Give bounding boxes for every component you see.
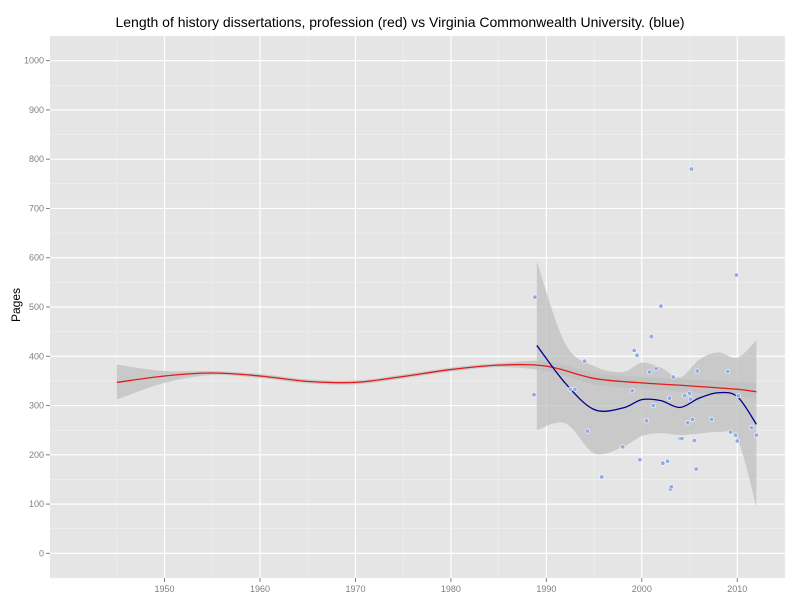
chart-title: Length of history dissertations, profess… bbox=[115, 14, 685, 30]
data-point bbox=[735, 393, 741, 399]
data-point bbox=[749, 425, 755, 431]
data-point bbox=[708, 416, 714, 422]
axis-ticks bbox=[46, 60, 738, 582]
data-point bbox=[732, 432, 738, 438]
x-tick-label: 1960 bbox=[250, 584, 270, 594]
data-point bbox=[660, 460, 666, 466]
data-point bbox=[646, 369, 652, 375]
data-point bbox=[668, 484, 674, 490]
data-point bbox=[658, 303, 664, 309]
x-tick-label: 2000 bbox=[632, 584, 652, 594]
data-point bbox=[631, 347, 637, 353]
smooth-line-1 bbox=[536, 345, 757, 425]
data-point bbox=[567, 386, 573, 392]
confidence-bands bbox=[116, 261, 757, 507]
data-point bbox=[599, 474, 605, 480]
x-tick-label: 1970 bbox=[345, 584, 365, 594]
y-tick-label: 700 bbox=[29, 203, 44, 213]
data-point bbox=[725, 369, 731, 375]
data-point bbox=[688, 166, 694, 172]
data-point bbox=[728, 429, 734, 435]
y-tick-label: 200 bbox=[29, 450, 44, 460]
data-point bbox=[733, 272, 739, 278]
y-tick-label: 900 bbox=[29, 105, 44, 115]
smooth-line-0 bbox=[116, 363, 757, 393]
data-point bbox=[694, 368, 700, 374]
x-tick-label: 1990 bbox=[536, 584, 556, 594]
data-point bbox=[665, 458, 671, 464]
data-point bbox=[582, 358, 588, 364]
data-point bbox=[629, 388, 635, 394]
y-tick-label: 500 bbox=[29, 302, 44, 312]
data-point bbox=[693, 466, 699, 472]
major-gridlines bbox=[50, 36, 785, 578]
data-point bbox=[682, 393, 688, 399]
y-tick-label: 400 bbox=[29, 351, 44, 361]
data-point bbox=[687, 390, 693, 396]
y-tick-label: 800 bbox=[29, 154, 44, 164]
x-tick-label: 1950 bbox=[155, 584, 175, 594]
y-tick-label: 300 bbox=[29, 401, 44, 411]
y-tick-label: 600 bbox=[29, 253, 44, 263]
data-point bbox=[753, 432, 759, 438]
data-point bbox=[670, 374, 676, 380]
data-point bbox=[637, 457, 643, 463]
data-points bbox=[531, 166, 759, 492]
data-point bbox=[584, 428, 590, 434]
y-tick-labels: 0 100 200 300 400 500 600 700 800 900 1000 bbox=[24, 56, 44, 559]
data-point bbox=[648, 334, 654, 340]
data-point bbox=[531, 392, 537, 398]
data-point bbox=[572, 386, 578, 392]
x-tick-label: 1980 bbox=[441, 584, 461, 594]
data-point bbox=[532, 294, 538, 300]
data-point bbox=[653, 366, 659, 372]
x-tick-label: 2010 bbox=[727, 584, 747, 594]
data-point bbox=[679, 436, 685, 442]
data-point bbox=[650, 403, 656, 409]
y-tick-label: 1000 bbox=[24, 56, 44, 66]
y-tick-label: 100 bbox=[29, 499, 44, 509]
data-point bbox=[687, 396, 693, 402]
data-point bbox=[689, 416, 695, 422]
data-point bbox=[691, 438, 697, 444]
x-tick-labels: 1950 1960 1970 1980 1990 2000 2010 bbox=[155, 584, 748, 594]
data-point bbox=[666, 395, 672, 401]
confidence-band-1 bbox=[536, 261, 757, 507]
data-point bbox=[634, 352, 640, 358]
smooth-lines bbox=[116, 345, 757, 425]
data-point bbox=[644, 418, 650, 424]
data-point bbox=[620, 444, 626, 450]
data-point bbox=[685, 420, 691, 426]
data-point bbox=[734, 438, 740, 444]
y-tick-label: 0 bbox=[39, 548, 44, 558]
